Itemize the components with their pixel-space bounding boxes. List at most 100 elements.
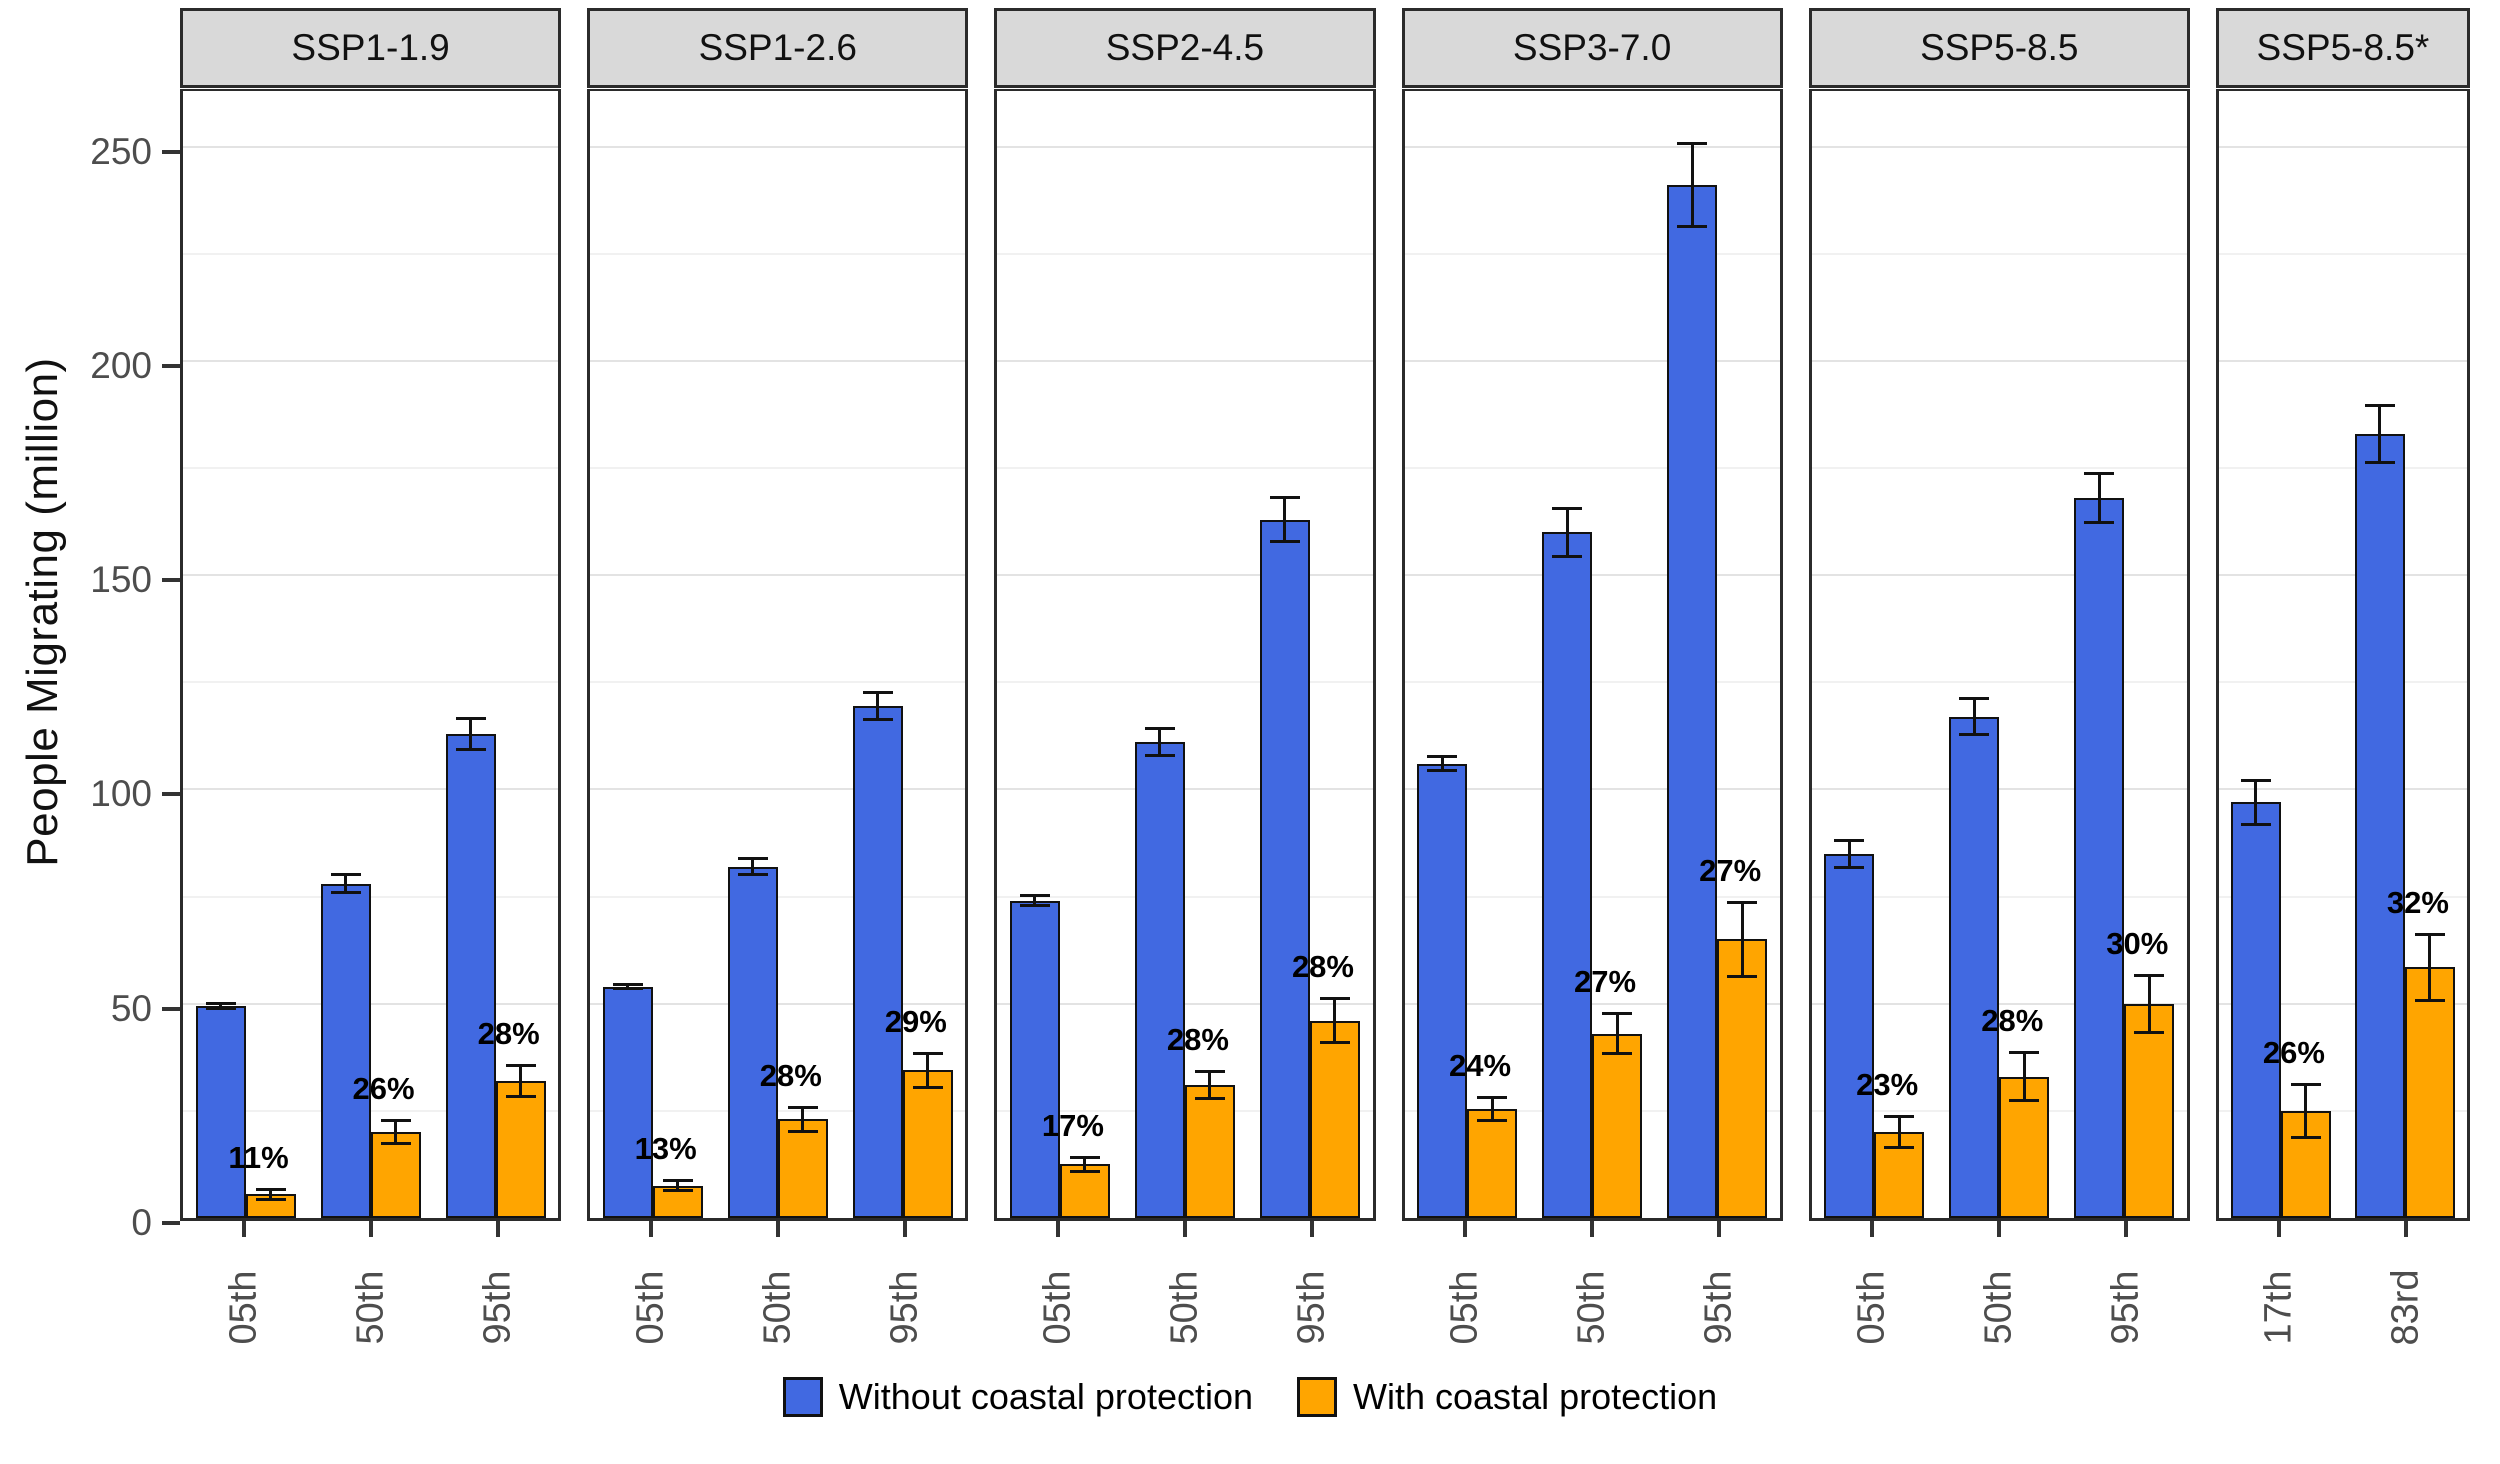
- error-bar-line: [2022, 1050, 2026, 1103]
- error-bar-cap-bottom: [1427, 769, 1458, 773]
- error-bar-cap-bottom: [2414, 998, 2445, 1002]
- error-bar-line: [626, 983, 630, 991]
- error-bar: [2414, 933, 2445, 1002]
- error-bar-line: [1565, 506, 1569, 559]
- error-bar-line: [344, 873, 348, 895]
- gridline: [997, 1002, 1373, 1005]
- panel-SSP5-8.5*: SSP5-8.5* 26% 32% 17th 83rd: [2215, 8, 2470, 1371]
- gridline: [1811, 252, 2187, 255]
- gridline: [997, 681, 1373, 684]
- y-tick-label: 150: [90, 559, 152, 601]
- gridline: [590, 574, 966, 577]
- bar-group-50th: 28%: [1937, 91, 2062, 1218]
- bar-group-05th: 17%: [997, 91, 1122, 1218]
- error-bar-cap-top: [862, 690, 893, 694]
- x-tick-mark: [902, 1221, 907, 1237]
- x-tick-mark: [1182, 1221, 1187, 1237]
- error-bar: [2084, 472, 2115, 524]
- error-bar: [1884, 1115, 1915, 1150]
- gridline: [183, 681, 559, 684]
- bar-group-95th: 28%: [1247, 91, 1372, 1218]
- panel-plot: 24% 27% 27%: [1401, 89, 1783, 1221]
- error-bar-cap-top: [1144, 727, 1175, 731]
- x-tick-mark: [2124, 1221, 2129, 1237]
- legend: Without coastal protection With coastal …: [0, 1376, 2500, 1418]
- x-tick-label-text: 95th: [883, 1270, 926, 1344]
- gridline: [1404, 681, 1780, 684]
- error-bar-cap-bottom: [2290, 1135, 2321, 1139]
- bar-with-protection: [1467, 1108, 1518, 1218]
- error-bar-cap-top: [1552, 506, 1583, 510]
- error-bar-cap-bottom: [1144, 754, 1175, 758]
- legend-label-without: Without coastal protection: [838, 1376, 1254, 1417]
- legend-label-with: With coastal protection: [1353, 1376, 1718, 1417]
- error-bar: [1959, 697, 1990, 736]
- gridline: [997, 145, 1373, 148]
- error-bar-cap-top: [2364, 403, 2395, 407]
- bar-group-05th: 24%: [1405, 91, 1530, 1218]
- error-bar: [1602, 1012, 1633, 1056]
- error-bar-line: [751, 856, 755, 877]
- error-bar: [380, 1119, 411, 1146]
- error-bar-cap-bottom: [862, 718, 893, 722]
- error-bar-line: [926, 1051, 930, 1089]
- error-bar: [2290, 1083, 2321, 1139]
- bar-with-protection: [495, 1080, 546, 1218]
- error-bar-cap-top: [1019, 894, 1050, 898]
- gridline: [2218, 467, 2467, 470]
- x-tick-label: 50th: [1555, 1243, 1629, 1371]
- gridline: [1404, 467, 1780, 470]
- bar-with-protection: [2124, 1003, 2175, 1218]
- x-tick-label: 17th: [2242, 1243, 2316, 1371]
- error-bar-cap-top: [1602, 1012, 1633, 1016]
- error-bar-line: [2254, 778, 2258, 826]
- error-bar-cap-bottom: [737, 873, 768, 877]
- x-tick-mark: [241, 1221, 246, 1237]
- gridline: [590, 145, 966, 148]
- error-bar-line: [2428, 933, 2432, 1002]
- gridline: [590, 1002, 966, 1005]
- panel-plot: 13% 28% 29%: [587, 89, 969, 1221]
- gridline: [590, 252, 966, 255]
- x-tick-label: 05th: [1835, 1243, 1909, 1371]
- bar-group-50th: 27%: [1530, 91, 1655, 1218]
- panel-plot: 26% 32%: [2215, 89, 2470, 1221]
- bar-without-protection: [602, 986, 653, 1218]
- error-bar-cap-bottom: [912, 1085, 943, 1089]
- error-bar: [205, 1001, 236, 1011]
- x-tick-label: 50th: [334, 1243, 408, 1371]
- error-bar-cap-top: [505, 1063, 536, 1067]
- x-tick-mark: [495, 1221, 500, 1237]
- bar-group-17th: 26%: [2219, 91, 2343, 1218]
- x-tick-label-text: 05th: [629, 1270, 672, 1344]
- panel-title: SSP2-4.5: [994, 8, 1376, 88]
- y-tick-label: 200: [90, 344, 152, 386]
- error-bar: [1552, 506, 1583, 559]
- gridline: [1404, 574, 1780, 577]
- y-tick-mark: [162, 1221, 180, 1225]
- panel-SSP1-2.6: SSP1-2.6 13% 28% 29% 05th 50th 95th: [587, 8, 969, 1371]
- bar-group-50th: 26%: [308, 91, 433, 1218]
- error-bar-cap-bottom: [455, 747, 486, 751]
- error-bar-line: [394, 1119, 398, 1146]
- legend-item-with: With coastal protection: [1297, 1376, 1717, 1418]
- error-bar-line: [801, 1105, 805, 1134]
- percent-reduction-label: 27%: [1574, 964, 1637, 1000]
- percent-reduction-label: 28%: [477, 1015, 540, 1051]
- error-bar-cap-bottom: [2084, 520, 2115, 524]
- error-bar: [862, 690, 893, 722]
- error-bar: [662, 1179, 693, 1193]
- percent-reduction-label: 28%: [759, 1057, 822, 1093]
- x-tick-label-text: 50th: [1570, 1270, 1613, 1344]
- x-tick-label: 50th: [1148, 1243, 1222, 1371]
- error-bar: [1834, 838, 1865, 869]
- y-axis-title-text: People Migrating (million): [18, 356, 67, 867]
- x-tick-mark: [1997, 1221, 2002, 1237]
- panel-title: SSP5-8.5*: [2215, 8, 2470, 88]
- gridline: [183, 359, 559, 362]
- bar-with-protection: [1059, 1164, 1110, 1218]
- gridline: [2218, 681, 2467, 684]
- error-bar: [1319, 997, 1350, 1045]
- y-tick-mark: [162, 149, 180, 154]
